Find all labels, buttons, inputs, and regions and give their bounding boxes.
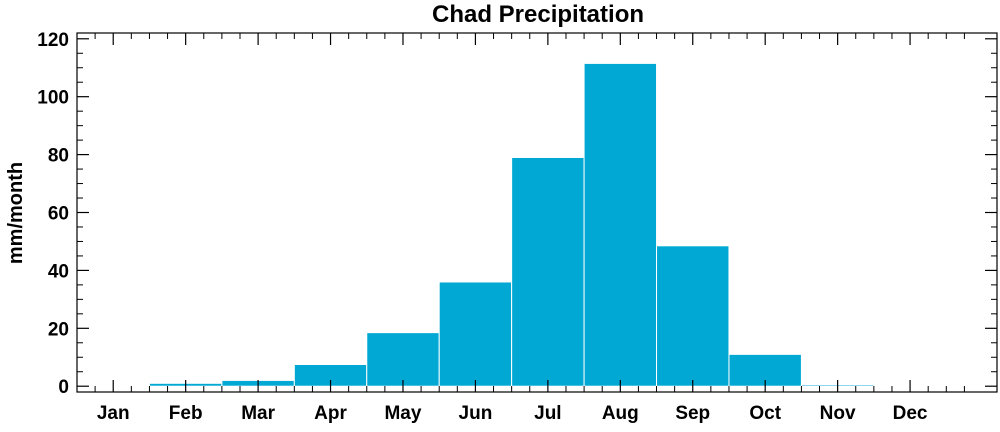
x-tick-label-jun: Jun xyxy=(459,403,493,424)
x-tick-label-may: May xyxy=(384,403,421,424)
y-tick-label: 80 xyxy=(48,146,69,167)
bar-aug xyxy=(583,62,658,387)
x-tick-label-sep: Sep xyxy=(675,403,710,424)
x-tick-label-aug: Aug xyxy=(602,403,639,424)
x-tick-label-apr: Apr xyxy=(314,403,347,424)
x-tick-label-jul: Jul xyxy=(534,403,561,424)
y-tick-label: 0 xyxy=(58,377,69,398)
bar-may xyxy=(366,332,440,387)
ticks-group: 0 20 40 60 80 100 120 Jan Feb Mar Apr May Jun Jul Aug S… xyxy=(37,30,997,424)
y-axis-label: mm/month xyxy=(5,162,27,264)
y-tick-label: 40 xyxy=(48,261,69,282)
y-tick-label: 120 xyxy=(37,30,69,51)
x-tick-label-feb: Feb xyxy=(169,403,203,424)
x-tick-label-dec: Dec xyxy=(893,403,928,424)
bar-sep xyxy=(656,245,730,387)
bars-group xyxy=(76,62,947,388)
y-tick-label: 60 xyxy=(48,204,69,225)
x-tick-label-jan: Jan xyxy=(97,403,130,424)
bar-jul xyxy=(511,156,585,387)
y-tick-label: 100 xyxy=(37,88,69,109)
y-tick-label: 20 xyxy=(48,319,69,340)
x-tick-label-oct: Oct xyxy=(749,403,781,424)
x-tick-label-nov: Nov xyxy=(820,403,856,424)
x-tick-label-mar: Mar xyxy=(241,403,275,424)
bar-jun xyxy=(438,281,513,387)
chart-title: Chad Precipitation xyxy=(432,1,644,28)
